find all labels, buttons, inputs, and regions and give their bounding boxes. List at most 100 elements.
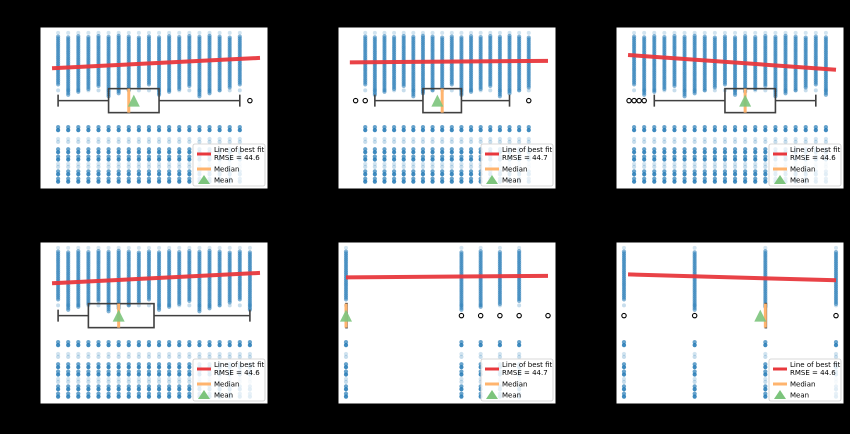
data-point — [507, 30, 512, 35]
data-point — [743, 136, 748, 142]
data-point — [763, 172, 768, 177]
data-point — [55, 164, 61, 170]
data-point — [247, 250, 253, 255]
data-point — [621, 376, 627, 382]
data-point — [187, 161, 192, 167]
data-point — [197, 136, 202, 142]
data-point — [96, 369, 101, 374]
data-point — [712, 169, 717, 174]
data-point — [401, 139, 406, 144]
data-point — [440, 35, 445, 40]
data-point — [187, 351, 192, 357]
data-point — [459, 303, 464, 308]
data-point — [96, 161, 101, 167]
data-point — [247, 340, 253, 345]
data-point — [753, 161, 758, 167]
scatter-column — [66, 245, 71, 399]
data-point — [96, 147, 101, 152]
data-point — [382, 150, 387, 155]
data-point — [411, 169, 416, 174]
data-point — [763, 136, 768, 142]
data-point — [217, 245, 222, 250]
data-point — [86, 250, 91, 255]
data-point — [76, 372, 81, 377]
data-point — [813, 139, 818, 144]
data-point — [631, 164, 637, 170]
data-point — [156, 150, 162, 155]
data-point — [227, 136, 232, 142]
data-point — [56, 245, 61, 250]
data-point — [793, 125, 798, 130]
data-point — [391, 147, 397, 152]
data-point — [440, 179, 445, 184]
data-point — [136, 340, 141, 345]
data-point — [692, 362, 697, 367]
data-point — [66, 391, 71, 396]
data-point — [411, 150, 416, 155]
data-point — [488, 136, 493, 142]
data-point — [197, 303, 202, 308]
data-point — [55, 391, 61, 396]
data-point — [773, 139, 778, 144]
data-point — [449, 125, 454, 130]
data-point — [469, 88, 474, 93]
data-point — [440, 139, 445, 144]
data-point — [803, 88, 808, 93]
data-point — [237, 88, 242, 93]
data-point — [344, 245, 348, 250]
data-point — [672, 147, 677, 152]
data-point — [126, 379, 131, 385]
data-point — [187, 376, 192, 382]
data-point — [793, 88, 798, 93]
data-point — [497, 30, 502, 35]
data-point — [392, 88, 397, 93]
data-point — [96, 179, 101, 184]
data-point — [712, 179, 717, 184]
data-point — [712, 127, 717, 133]
data-point — [692, 172, 697, 177]
data-point — [517, 342, 522, 348]
data-point — [753, 172, 758, 177]
data-point — [712, 157, 717, 162]
data-point — [813, 88, 818, 93]
data-point — [76, 169, 81, 174]
data-point — [763, 161, 768, 167]
data-point — [372, 172, 377, 177]
data-point — [440, 161, 445, 167]
outlier-point — [833, 312, 839, 319]
data-point — [430, 147, 435, 152]
data-point — [382, 179, 387, 184]
data-point — [382, 125, 387, 130]
data-point — [116, 161, 121, 167]
data-point — [55, 169, 61, 174]
data-point — [517, 354, 522, 359]
data-point — [136, 172, 141, 177]
data-point — [146, 340, 152, 345]
data-point — [459, 157, 464, 162]
plot-area — [626, 30, 837, 184]
data-point — [468, 150, 474, 155]
mean-marker — [112, 309, 125, 322]
data-point — [146, 164, 152, 170]
data-point — [146, 34, 152, 39]
data-point — [642, 139, 647, 144]
data-point — [468, 172, 474, 177]
data-point — [96, 342, 101, 348]
data-point — [76, 384, 81, 389]
data-point — [187, 387, 192, 392]
legend-median-label: Median — [214, 166, 239, 174]
data-point — [420, 161, 426, 167]
data-point — [459, 125, 464, 130]
data-point — [372, 164, 377, 170]
data-point — [187, 88, 192, 93]
data-point — [106, 376, 111, 382]
data-point — [459, 362, 464, 367]
data-point — [430, 34, 435, 39]
scatter-column — [621, 245, 627, 399]
data-point — [96, 387, 101, 392]
data-point — [96, 164, 101, 170]
data-point — [76, 125, 81, 130]
data-point — [732, 179, 738, 184]
